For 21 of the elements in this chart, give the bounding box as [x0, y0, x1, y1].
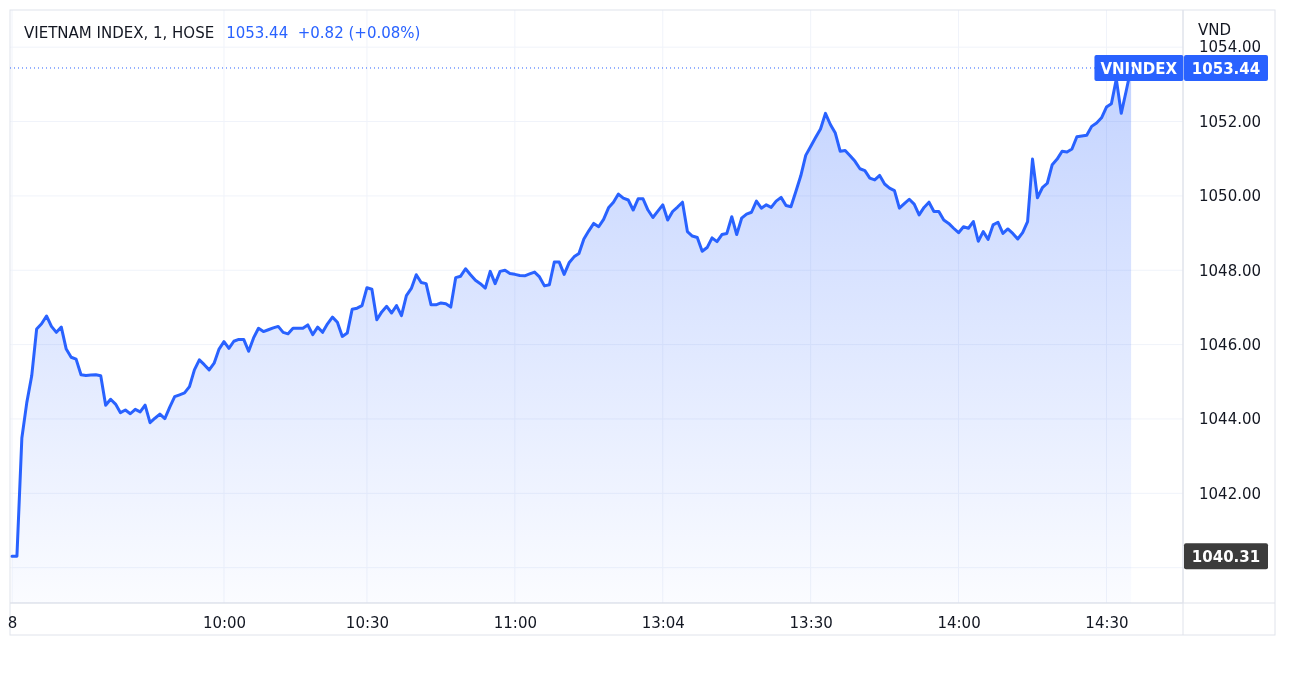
- x-tick-label: 10:00: [202, 613, 247, 632]
- text: 1053.44 +0.82 (+0.08%): [226, 24, 421, 42]
- y-tick-label: 1042.00: [1199, 484, 1262, 503]
- text: 1040.31: [1191, 548, 1261, 567]
- text: VIETNAM INDEX, 1, HOSE: [24, 24, 215, 42]
- text: 1053.44: [1191, 60, 1261, 78]
- x-tick-label: 10:30: [345, 613, 390, 632]
- x-tick-label: 14:30: [1085, 613, 1129, 632]
- y-tick-label: 1050.00: [1199, 187, 1262, 206]
- x-tick-label: 13:04: [641, 613, 685, 632]
- x-tick-label: 8: [7, 613, 18, 632]
- x-tick-label: 11:00: [493, 613, 537, 632]
- ref-line-label: VNINDEX: [1100, 60, 1178, 78]
- y-axis-title: VND: [1198, 21, 1232, 39]
- y-tick-label: 1054.00: [1199, 38, 1262, 57]
- y-tick-label: 1052.00: [1199, 112, 1262, 131]
- x-tick-label: 14:00: [937, 613, 981, 632]
- y-tick-label: 1048.00: [1199, 261, 1262, 280]
- y-tick-label: 1044.00: [1199, 410, 1262, 429]
- x-tick-label: 13:30: [789, 613, 833, 632]
- y-tick-label: 1046.00: [1199, 335, 1262, 354]
